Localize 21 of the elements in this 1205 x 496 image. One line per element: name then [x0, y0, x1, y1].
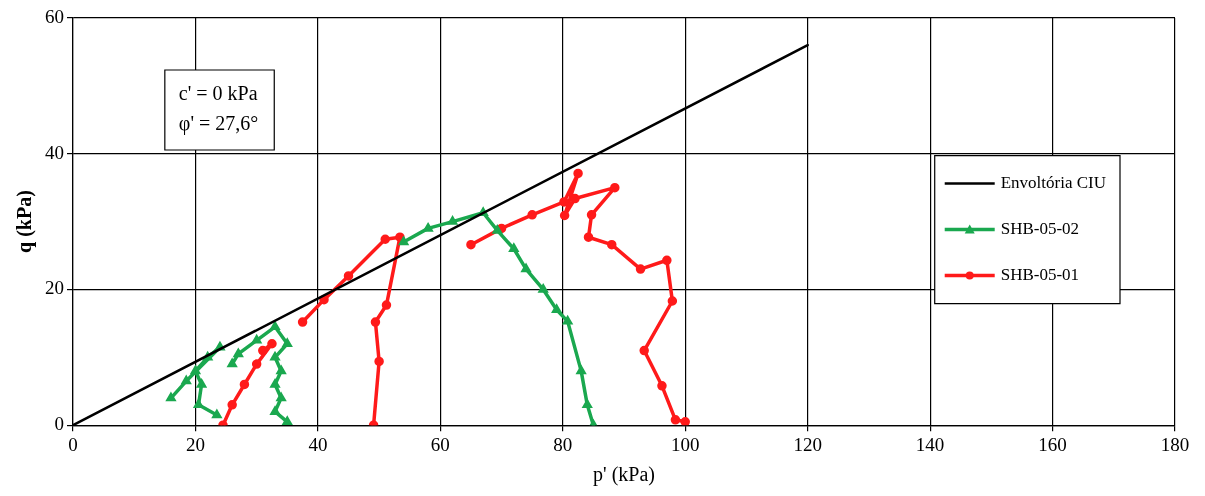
x-tick-label: 80 — [553, 433, 573, 455]
legend-label: SHB-05-02 — [1000, 219, 1080, 239]
annotation: φ' = 27,6° — [178, 112, 259, 136]
y-tick-label: 0 — [54, 413, 64, 435]
x-tick-label: 140 — [915, 433, 945, 455]
x-tick-label: 40 — [308, 433, 328, 455]
y-tick-label: 20 — [45, 277, 64, 299]
y-tick-label: 60 — [45, 5, 64, 27]
annotation: c' = 0 kPa — [178, 82, 258, 105]
legend-label: SHB-05-01 — [1000, 265, 1080, 285]
x-tick-label: 160 — [1038, 433, 1067, 455]
x-tick-label: 100 — [670, 433, 700, 455]
x-axis-title: p' (kPa) — [593, 463, 655, 487]
x-tick-label: 180 — [1160, 433, 1190, 455]
x-tick-label: 20 — [185, 433, 205, 455]
legend-label: Envoltória CIU — [1000, 173, 1107, 193]
y-tick-label: 40 — [45, 141, 64, 163]
y-axis-title: q (kPa) — [13, 190, 37, 253]
x-tick-label: 120 — [793, 433, 822, 455]
x-tick-label: 0 — [68, 433, 78, 455]
x-tick-label: 60 — [430, 433, 450, 455]
